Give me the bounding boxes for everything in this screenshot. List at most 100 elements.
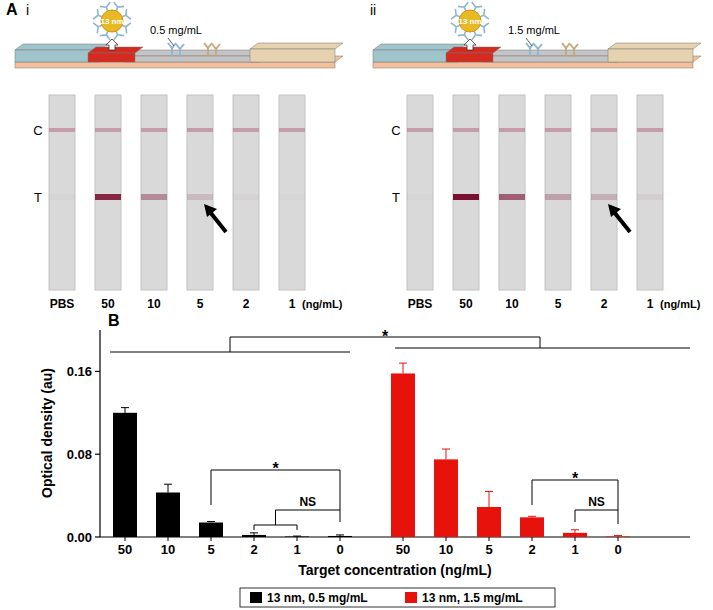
subpanel-label: ii [370, 2, 376, 18]
test-strip [407, 95, 433, 290]
line-label: C [391, 123, 400, 138]
y-tick [95, 536, 100, 537]
absorbent-pad [608, 49, 693, 62]
x-tick-label: 50 [396, 542, 410, 557]
bar [606, 536, 630, 537]
particle-size: 13 nm [100, 17, 123, 26]
significance-bracket [395, 348, 690, 349]
line-label: T [392, 190, 400, 205]
error-bar [399, 363, 407, 373]
test-line [95, 194, 121, 200]
test-line [453, 194, 479, 200]
backing [373, 62, 693, 68]
test-line [407, 194, 433, 200]
strip-label: 1 [289, 297, 296, 311]
control-line [279, 128, 305, 132]
control-line [499, 128, 525, 132]
x-tick-label: 1 [571, 542, 578, 557]
membrane-top [483, 50, 626, 56]
release-arrow [106, 39, 118, 50]
bar [477, 507, 501, 537]
x-tick-label: 0 [336, 542, 343, 557]
x-tick [403, 537, 404, 541]
panel-label: B [108, 312, 120, 329]
strip-label: 1 [647, 297, 654, 311]
error-bar [528, 516, 536, 517]
control-line [49, 128, 75, 132]
test-line [545, 194, 571, 200]
conjugate-pad [446, 53, 493, 62]
test-line [49, 194, 75, 200]
y-tick-label: 0.00 [67, 530, 92, 545]
strip-unit: (ng/mL) [660, 298, 701, 310]
legend-box [240, 588, 555, 607]
bar [520, 517, 544, 537]
x-tick [125, 537, 126, 541]
strip-label: 2 [601, 297, 608, 311]
bar [285, 536, 309, 537]
error-bar [614, 535, 622, 536]
absorbent-pad-top [250, 43, 343, 49]
antibody [562, 43, 570, 56]
antibody [204, 43, 212, 56]
antibody-concentration: 1.5 mg/mL [508, 24, 560, 36]
x-tick [618, 537, 619, 541]
line-label: C [33, 123, 42, 138]
significance-bracket [575, 510, 618, 522]
detection-arrow-head [204, 204, 217, 217]
test-strip [95, 95, 121, 290]
y-tick-label: 0.08 [67, 447, 92, 462]
absorbent-pad-top [608, 43, 701, 49]
control-line [591, 128, 617, 132]
backing [15, 62, 335, 68]
bar [199, 523, 223, 537]
bar [391, 373, 415, 537]
particle-antibody [458, 2, 468, 11]
strip-label: 5 [555, 297, 562, 311]
particle-antibody [114, 2, 124, 11]
strip-label: 10 [505, 297, 519, 311]
x-tick-label: 10 [439, 542, 453, 557]
control-line [453, 128, 479, 132]
x-tick [168, 537, 169, 541]
control-line [233, 128, 259, 132]
test-strip [499, 95, 525, 290]
absorbent-pad [250, 49, 335, 62]
significance-label: * [572, 470, 579, 487]
x-tick [340, 537, 341, 541]
test-strip [545, 95, 571, 290]
strip-unit: (ng/mL) [302, 298, 343, 310]
legend: 13 nm, 0.5 mg/mL13 nm, 1.5 mg/mL [240, 588, 555, 607]
test-strip [591, 95, 617, 290]
strip-panel: ii13 nm1.5 mg/mLCTPBS5010521(ng/mL) [370, 2, 701, 311]
x-tick-label: 2 [250, 542, 257, 557]
test-line [279, 194, 305, 200]
test-line [637, 194, 663, 200]
panel-label: A [6, 1, 18, 18]
significance-bracket [276, 510, 341, 525]
strip-panel: i13 nm0.5 mg/mLCTPBS5010521(ng/mL) [15, 2, 343, 311]
y-tick [95, 371, 100, 372]
bar [563, 533, 587, 537]
error-bar [293, 536, 301, 537]
antibody [534, 44, 542, 57]
x-axis-label: Target concentration (ng/mL) [298, 562, 491, 578]
control-line [141, 128, 167, 132]
error-bar [485, 491, 493, 507]
leader-line [168, 38, 174, 46]
sample-pad [373, 50, 458, 62]
test-strip [49, 95, 75, 290]
antibody [212, 44, 220, 57]
control-line [187, 128, 213, 132]
error-bar [164, 484, 172, 492]
membrane-top [125, 50, 268, 56]
x-tick [211, 537, 212, 541]
bar [113, 413, 137, 537]
y-axis [99, 330, 100, 537]
antibody [570, 44, 578, 57]
bar [434, 459, 458, 537]
gold-particle [459, 10, 481, 32]
bar [242, 535, 266, 537]
x-tick [446, 537, 447, 541]
antibody [168, 43, 176, 56]
